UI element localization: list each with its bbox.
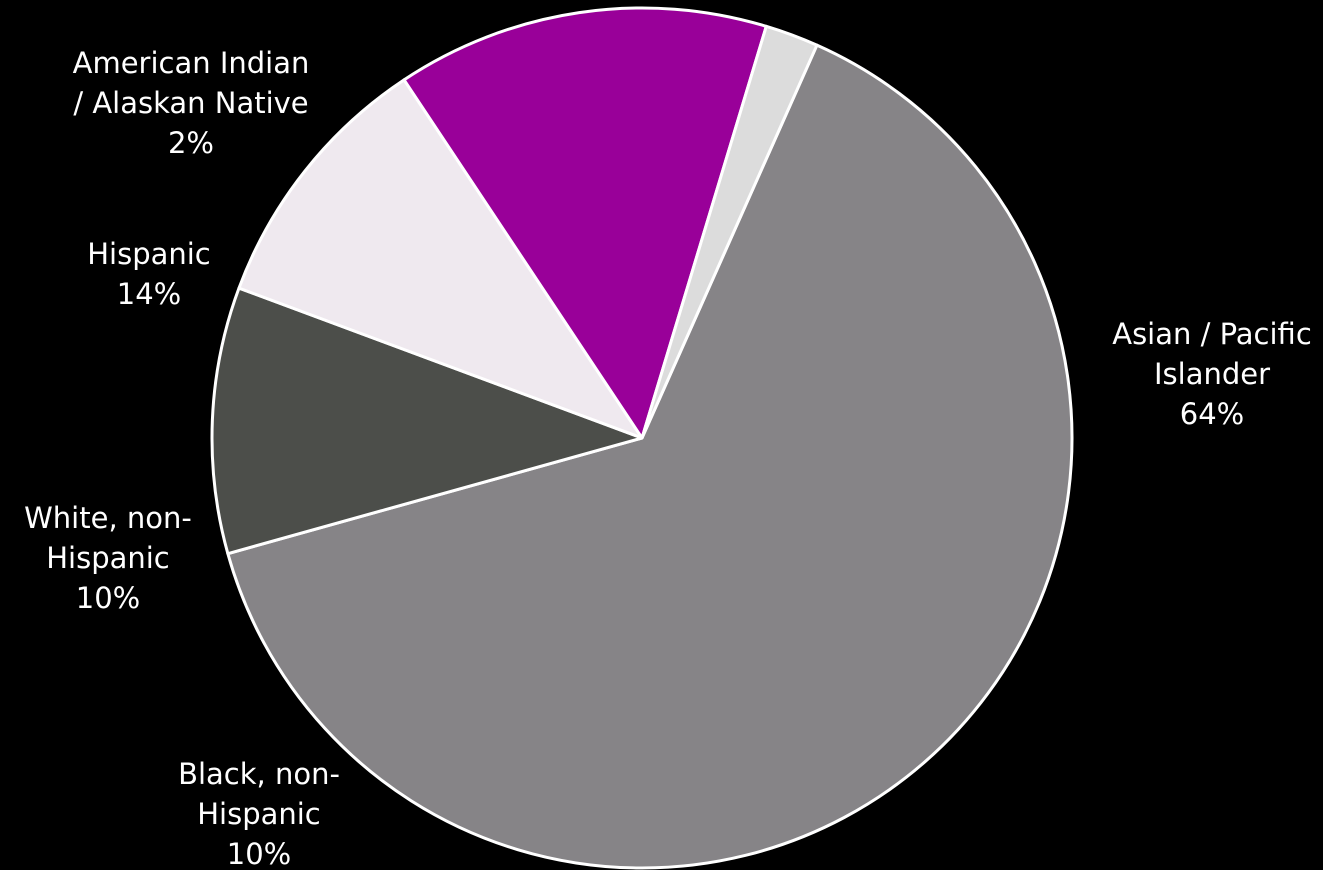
- slice-category-text: Islander: [1154, 357, 1270, 391]
- slice-percent: 64%: [1180, 397, 1244, 431]
- slice-category-text: Hispanic: [46, 541, 170, 575]
- slice-category-text: Black, non-: [178, 757, 340, 791]
- slice-category-text: Hispanic: [87, 237, 211, 271]
- slice-label: Black, non- Hispanic 10%: [178, 757, 340, 870]
- pie-slice-asian-pacific-islander: [226, 43, 1074, 870]
- pie-slice-white-non-hispanic: [237, 78, 644, 440]
- slice-category-text: Asian / Pacific: [1112, 317, 1312, 351]
- slice-percent: 2%: [168, 126, 214, 160]
- slice-category-text: American Indian: [73, 46, 310, 80]
- slice-category-text: / Alaskan Native: [73, 86, 308, 120]
- pie-labels: Asian / Pacific Islander 64% Black, non- His…: [24, 46, 1312, 870]
- pie-slices: [210, 6, 1074, 870]
- slice-label: American Indian / Alaskan Native 2%: [73, 46, 310, 160]
- slice-label: White, non- Hispanic 10%: [24, 501, 192, 615]
- slice-category-text: White, non-: [24, 501, 192, 535]
- slice-label: Asian / Pacific Islander 64%: [1112, 317, 1312, 431]
- slice-percent: 10%: [76, 581, 140, 615]
- pie-slice-hispanic: [402, 6, 768, 440]
- pie-slice-american-indian-alaskan-native: [640, 24, 819, 440]
- slice-percent: 14%: [117, 277, 181, 311]
- slice-percent: 10%: [227, 837, 291, 870]
- pie-slice-black-non-hispanic: [210, 286, 644, 556]
- slice-category-text: Hispanic: [197, 797, 321, 831]
- slice-label: Hispanic 14%: [87, 237, 211, 311]
